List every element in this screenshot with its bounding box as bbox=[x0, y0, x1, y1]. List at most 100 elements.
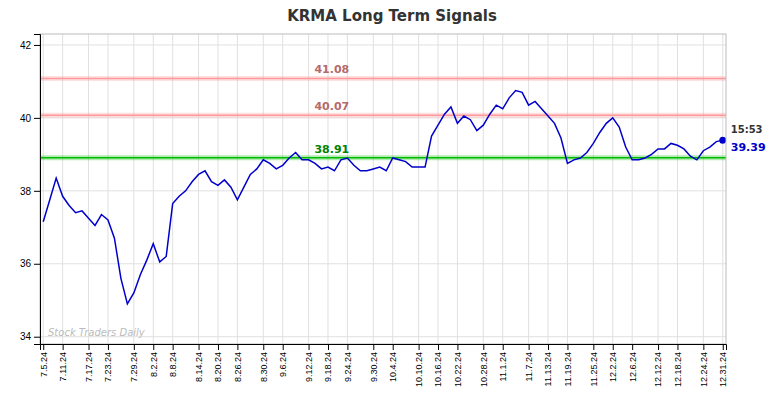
y-axis: 34 36 38 40 42 bbox=[20, 35, 41, 345]
x-tick-label: 8.2.24 bbox=[149, 352, 159, 377]
last-time-label: 15:53 bbox=[731, 124, 763, 135]
x-tick-label: 10.28.24 bbox=[479, 352, 489, 387]
grid-line-y bbox=[40, 44, 726, 45]
x-tick-mark bbox=[593, 344, 594, 350]
x-tick-label: 9.18.24 bbox=[323, 352, 333, 382]
x-tick: 7.11.24 bbox=[58, 344, 68, 381]
y-tick: 38 bbox=[20, 186, 40, 197]
x-tick-label: 8.20.24 bbox=[213, 352, 223, 382]
x-tick-mark bbox=[134, 344, 135, 350]
x-tick: 7.5.24 bbox=[39, 344, 49, 377]
last-point bbox=[719, 137, 726, 144]
x-tick-mark bbox=[173, 344, 174, 350]
price-line bbox=[43, 91, 723, 304]
x-tick: 9.6.24 bbox=[278, 344, 288, 377]
x-tick: 12.12.24 bbox=[653, 344, 663, 387]
x-tick: 8.20.24 bbox=[213, 344, 223, 382]
x-tick-label: 12.2.24 bbox=[608, 352, 618, 382]
x-tick-label: 7.11.24 bbox=[58, 352, 68, 381]
y-tick-label: 34 bbox=[20, 331, 32, 342]
x-tick-label: 11.19.24 bbox=[563, 352, 573, 386]
reference-label: 41.08 bbox=[314, 63, 349, 76]
grid bbox=[40, 34, 726, 344]
x-tick-mark bbox=[63, 344, 64, 350]
x-tick: 12.6.24 bbox=[628, 344, 638, 382]
x-tick-mark bbox=[613, 344, 614, 350]
x-tick-mark bbox=[89, 344, 90, 350]
y-tick-mark bbox=[34, 264, 40, 265]
y-tick-label: 36 bbox=[20, 258, 32, 269]
x-tick-mark bbox=[723, 344, 724, 350]
x-tick-mark bbox=[199, 344, 200, 350]
chart-svg: KRMA Long Term Signals 7.5.24 7.11.24 7.17.… bbox=[0, 0, 784, 398]
x-tick-mark bbox=[328, 344, 329, 350]
reference-line bbox=[40, 115, 726, 117]
x-tick-label: 11.13.24 bbox=[543, 352, 553, 386]
x-tick-label: 12.18.24 bbox=[673, 352, 683, 387]
grid-line-y bbox=[40, 263, 726, 264]
x-tick: 9.24.24 bbox=[343, 344, 353, 382]
x-tick-mark bbox=[567, 344, 568, 350]
x-tick: 11.19.24 bbox=[563, 344, 573, 386]
watermark: Stock Traders Daily bbox=[48, 327, 146, 338]
x-tick-mark bbox=[309, 344, 310, 350]
x-tick: 9.12.24 bbox=[304, 344, 314, 382]
x-tick-mark bbox=[237, 344, 238, 350]
reference-label: 40.07 bbox=[314, 100, 349, 113]
x-tick-mark bbox=[419, 344, 420, 350]
chart-title: KRMA Long Term Signals bbox=[287, 7, 497, 25]
x-tick-label: 10.22.24 bbox=[453, 352, 463, 387]
y-tick-mark bbox=[34, 191, 40, 192]
y-tick: 42 bbox=[20, 40, 40, 51]
x-tick-label: 11.25.24 bbox=[589, 352, 599, 386]
x-tick-mark bbox=[483, 344, 484, 350]
x-tick-label: 7.23.24 bbox=[103, 352, 113, 382]
x-tick: 7.29.24 bbox=[129, 344, 139, 382]
x-tick: 10.22.24 bbox=[453, 344, 463, 387]
y-tick: 36 bbox=[20, 258, 40, 269]
x-tick-label: 8.8.24 bbox=[168, 352, 178, 377]
x-tick-label: 12.12.24 bbox=[653, 352, 663, 387]
x-tick: 9.18.24 bbox=[323, 344, 333, 382]
x-tick-label: 12.6.24 bbox=[628, 352, 638, 382]
reference-band bbox=[40, 113, 726, 118]
x-tick-mark bbox=[677, 344, 678, 350]
x-tick: 9.30.24 bbox=[369, 344, 379, 382]
x-tick: 11.25.24 bbox=[589, 344, 599, 386]
x-tick-mark bbox=[263, 344, 264, 350]
x-tick-mark bbox=[283, 344, 284, 350]
x-tick: 10.28.24 bbox=[479, 344, 489, 387]
x-tick: 7.17.24 bbox=[84, 344, 94, 382]
x-tick-label: 11.1.24 bbox=[498, 352, 508, 381]
x-tick: 8.8.24 bbox=[168, 344, 178, 377]
y-tick-mark bbox=[34, 45, 40, 46]
x-tick-label: 12.31.24 bbox=[718, 352, 728, 387]
x-tick: 12.24.24 bbox=[699, 344, 709, 387]
x-tick: 12.2.24 bbox=[608, 344, 618, 382]
annotations: 41.0840.0738.9115:5339.39Stock Traders D… bbox=[48, 63, 766, 338]
x-tick-mark bbox=[503, 344, 504, 350]
x-tick: 8.14.24 bbox=[194, 344, 204, 382]
x-tick-label: 7.5.24 bbox=[39, 352, 49, 377]
y-axis-line bbox=[34, 35, 41, 345]
y-tick-mark bbox=[34, 337, 40, 338]
reference-band bbox=[40, 76, 726, 81]
y-tick-mark bbox=[34, 118, 40, 119]
y-tick-label: 40 bbox=[20, 113, 32, 124]
x-tick-mark bbox=[218, 344, 219, 350]
x-tick-mark bbox=[153, 344, 154, 350]
y-tick: 40 bbox=[20, 113, 40, 124]
plot-area: 7.5.24 7.11.24 7.17.24 7.23.24 7.29.24 8.2.24… bbox=[20, 34, 766, 387]
x-tick-mark bbox=[632, 344, 633, 350]
x-tick-label: 9.30.24 bbox=[369, 352, 379, 382]
x-tick-mark bbox=[438, 344, 439, 350]
x-tick-label: 8.26.24 bbox=[233, 352, 243, 382]
chart-container: KRMA Long Term Signals 7.5.24 7.11.24 7.17.… bbox=[0, 0, 784, 398]
marks bbox=[40, 78, 726, 303]
x-tick-mark bbox=[373, 344, 374, 350]
y-tick: 34 bbox=[20, 331, 40, 342]
x-tick-mark bbox=[108, 344, 109, 350]
x-tick-label: 7.29.24 bbox=[129, 352, 139, 382]
x-axis: 7.5.24 7.11.24 7.17.24 7.23.24 7.29.24 8.2.24… bbox=[39, 344, 729, 387]
x-tick-mark bbox=[548, 344, 549, 350]
